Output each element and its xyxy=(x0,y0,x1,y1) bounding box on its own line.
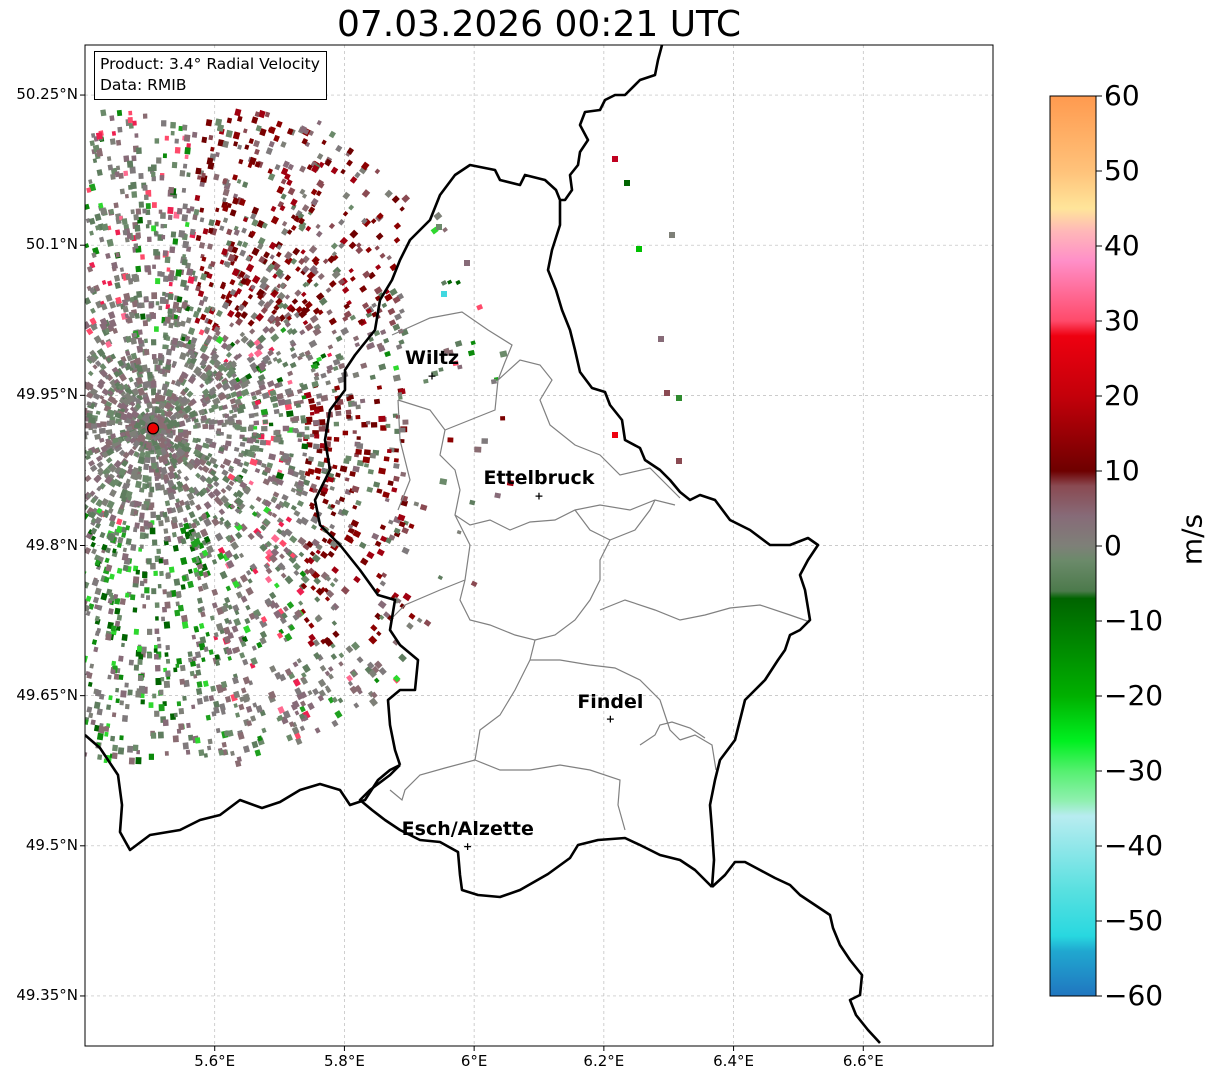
data-source-label: Data: RMIB xyxy=(100,76,187,94)
lat-label: 49.8°N xyxy=(25,535,78,554)
colorbar-tick-label: −60 xyxy=(1104,979,1164,1012)
colorbar-unit-label: m/s xyxy=(1175,513,1207,566)
city-marker-icon: + xyxy=(463,840,472,853)
city-marker-icon: + xyxy=(427,369,436,382)
colorbar xyxy=(1049,95,1102,997)
colorbar-tick-label: 50 xyxy=(1104,154,1140,187)
lon-label: 6.6°E xyxy=(842,1052,884,1070)
lon-label: 5.6°E xyxy=(194,1052,236,1070)
lon-label: 6.2°E xyxy=(583,1052,625,1070)
city-marker-icon: + xyxy=(606,713,615,726)
lon-label: 6°E xyxy=(460,1052,488,1070)
lat-label: 49.65°N xyxy=(16,685,78,704)
product-info-box: Product: 3.4° Radial Velocity Data: RMIB xyxy=(94,51,327,100)
product-label: Product: 3.4° Radial Velocity xyxy=(100,55,320,73)
city-label: Ettelbruck xyxy=(483,467,595,490)
lat-label: 49.5°N xyxy=(25,835,78,854)
national-borders xyxy=(85,45,881,1044)
lon-label: 6.4°E xyxy=(713,1052,754,1070)
colorbar-tick-label: −40 xyxy=(1104,829,1164,862)
map-title: 07.03.2026 00:21 UTC xyxy=(336,4,742,45)
colorbar-tick-label: 60 xyxy=(1104,79,1140,112)
lat-ticks xyxy=(80,94,85,997)
city-label: Findel xyxy=(577,690,644,713)
city-markers: + + + + xyxy=(427,369,615,852)
canton-boundaries xyxy=(389,311,811,831)
colorbar-tick-label: 40 xyxy=(1104,229,1140,262)
lat-label: 50.1°N xyxy=(25,235,78,254)
city-label: Esch/Alzette xyxy=(401,817,534,840)
colorbar-scale xyxy=(1049,95,1097,997)
colorbar-tick-label: 30 xyxy=(1104,304,1140,337)
colorbar-tick-label: 20 xyxy=(1104,379,1140,412)
lat-label: 49.95°N xyxy=(16,385,78,404)
city-marker-icon: + xyxy=(534,489,543,502)
colorbar-tick-label: −30 xyxy=(1104,754,1164,787)
radar-site-icon xyxy=(147,422,160,435)
lat-label: 49.35°N xyxy=(16,985,78,1004)
colorbar-tick-label: 0 xyxy=(1104,529,1122,562)
lon-ticks xyxy=(214,1046,864,1051)
colorbar-tick-label: −50 xyxy=(1104,904,1164,937)
colorbar-tick-label: −20 xyxy=(1104,679,1164,712)
lon-label: 5.8°E xyxy=(324,1052,365,1070)
colorbar-tick-label: −10 xyxy=(1104,604,1164,637)
plot-area xyxy=(85,45,993,1046)
city-label: Wiltz xyxy=(404,347,460,370)
lat-label: 50.25°N xyxy=(16,85,78,104)
colorbar-tick-label: 10 xyxy=(1104,454,1140,487)
